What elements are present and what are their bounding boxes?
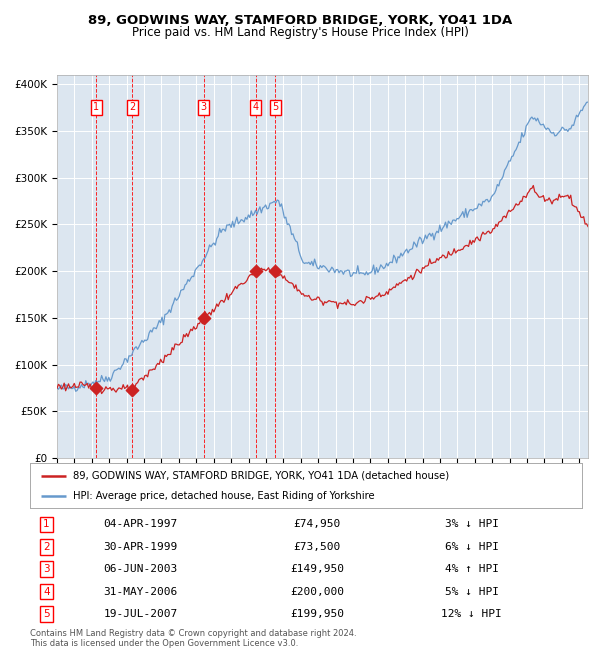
Text: 6% ↓ HPI: 6% ↓ HPI [445, 542, 499, 552]
Text: 3: 3 [201, 103, 207, 112]
Text: 4% ↑ HPI: 4% ↑ HPI [445, 564, 499, 574]
Text: £200,000: £200,000 [290, 586, 344, 597]
Text: Price paid vs. HM Land Registry's House Price Index (HPI): Price paid vs. HM Land Registry's House … [131, 26, 469, 39]
Point [199, 313, 209, 323]
Text: 4: 4 [43, 586, 50, 597]
Text: 30-APR-1999: 30-APR-1999 [103, 542, 178, 552]
Point [251, 266, 260, 276]
Text: 1: 1 [93, 103, 100, 112]
Text: 3: 3 [43, 564, 50, 574]
Text: 89, GODWINS WAY, STAMFORD BRIDGE, YORK, YO41 1DA (detached house): 89, GODWINS WAY, STAMFORD BRIDGE, YORK, … [73, 471, 449, 480]
Text: 3% ↓ HPI: 3% ↓ HPI [445, 519, 499, 530]
Text: 89, GODWINS WAY, STAMFORD BRIDGE, YORK, YO41 1DA: 89, GODWINS WAY, STAMFORD BRIDGE, YORK, … [88, 14, 512, 27]
Text: £149,950: £149,950 [290, 564, 344, 574]
Text: £199,950: £199,950 [290, 609, 344, 619]
Text: 4: 4 [253, 103, 259, 112]
Text: 5: 5 [43, 609, 50, 619]
Text: 04-APR-1997: 04-APR-1997 [103, 519, 178, 530]
Text: HPI: Average price, detached house, East Riding of Yorkshire: HPI: Average price, detached house, East… [73, 491, 374, 501]
Text: £73,500: £73,500 [293, 542, 341, 552]
Point [92, 383, 101, 393]
Point [128, 384, 137, 395]
Text: 06-JUN-2003: 06-JUN-2003 [103, 564, 178, 574]
Text: £74,950: £74,950 [293, 519, 341, 530]
Text: 12% ↓ HPI: 12% ↓ HPI [441, 609, 502, 619]
Text: 19-JUL-2007: 19-JUL-2007 [103, 609, 178, 619]
Text: Contains HM Land Registry data © Crown copyright and database right 2024.
This d: Contains HM Land Registry data © Crown c… [30, 629, 356, 648]
Point [271, 266, 280, 276]
Text: 2: 2 [129, 103, 136, 112]
Text: 5% ↓ HPI: 5% ↓ HPI [445, 586, 499, 597]
Text: 5: 5 [272, 103, 278, 112]
Text: 2: 2 [43, 542, 50, 552]
Text: 1: 1 [43, 519, 50, 530]
Text: 31-MAY-2006: 31-MAY-2006 [103, 586, 178, 597]
